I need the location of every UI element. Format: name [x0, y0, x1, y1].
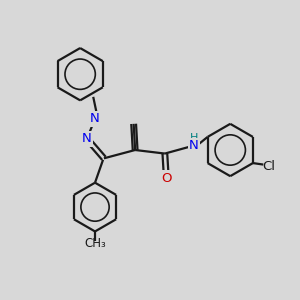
Text: Cl: Cl	[263, 160, 276, 172]
Text: O: O	[161, 172, 172, 185]
Text: N: N	[189, 139, 199, 152]
Text: N: N	[90, 112, 100, 125]
Text: N: N	[82, 132, 92, 145]
Text: CH₃: CH₃	[84, 237, 106, 250]
Text: H: H	[190, 133, 198, 143]
